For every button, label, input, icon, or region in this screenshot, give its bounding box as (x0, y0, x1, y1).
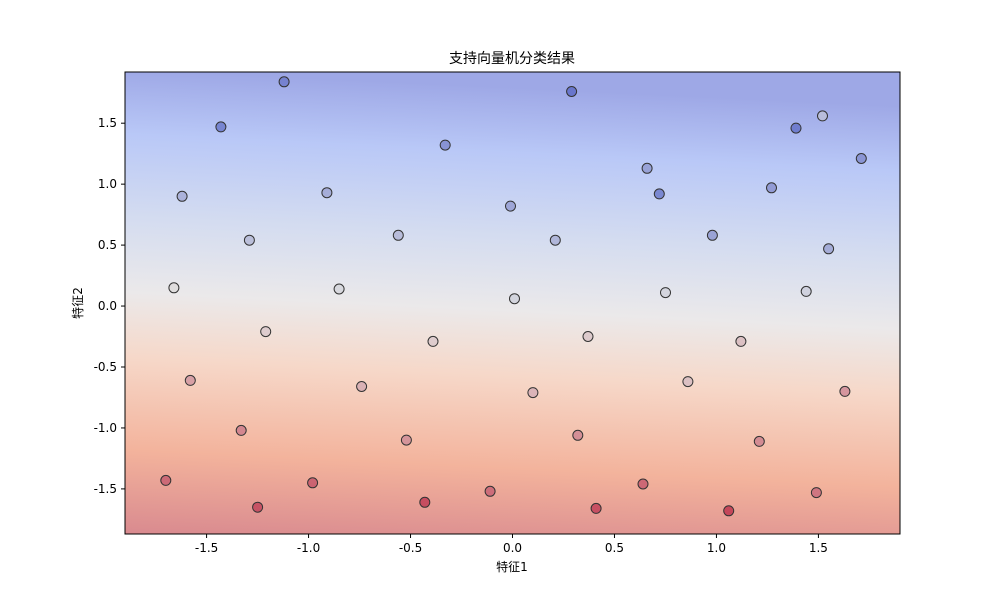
x-tick-label: -1.5 (195, 541, 218, 555)
scatter-point (566, 86, 578, 97)
x-axis-ticks: -1.5 -1.0 -0.5 0.0 0.5 1.0 1.5 (195, 534, 828, 555)
scatter-point (590, 502, 602, 514)
x-tick-label: -0.5 (399, 541, 422, 555)
scatter-point (653, 188, 665, 200)
scatter-point (637, 478, 649, 490)
x-tick-label: 1.5 (809, 541, 828, 555)
y-tick-label: 1.0 (98, 177, 117, 191)
scatter-point (278, 76, 290, 88)
scatter-point (790, 122, 802, 134)
scatter-point (549, 234, 561, 246)
scatter-point (243, 234, 255, 246)
y-axis-ticks: -1.5 -1.0 -0.5 0.0 0.5 1.0 1.5 (94, 116, 125, 496)
scatter-point (484, 485, 496, 497)
scatter-point (706, 229, 718, 241)
y-axis-label: 特征2 (70, 287, 85, 319)
scatter-point (215, 121, 227, 133)
scatter-point (260, 326, 272, 338)
scatter-point (682, 376, 694, 388)
scatter-point (392, 229, 404, 241)
scatter-point (766, 182, 777, 194)
scatter-point (660, 287, 671, 299)
scatter-point (252, 501, 264, 513)
scatter-point (356, 381, 368, 392)
scatter-point (307, 477, 319, 489)
scatter-point (168, 282, 180, 294)
scatter-point (823, 243, 835, 255)
scatter-point (176, 190, 188, 202)
chart-title: 支持向量机分类结果 (449, 51, 575, 67)
scatter-point (735, 335, 747, 347)
x-axis-label: 特征1 (496, 559, 528, 574)
scatter-points (160, 76, 867, 517)
scatter-point (427, 335, 439, 347)
y-tick-label: -1.0 (94, 421, 117, 435)
scatter-point (184, 374, 196, 386)
x-tick-label: 0.0 (503, 541, 522, 555)
y-tick-label: -0.5 (94, 360, 117, 374)
x-tick-label: 0.5 (605, 541, 624, 555)
scatter-point (810, 487, 822, 499)
scatter-point (439, 139, 451, 151)
scatter-point (839, 385, 851, 397)
scatter-point (582, 331, 594, 342)
scatter-point (160, 474, 172, 486)
scatter-point (527, 387, 539, 399)
scatter-point (753, 435, 765, 447)
scatter-point (800, 285, 812, 297)
scatter-point (572, 429, 584, 441)
y-tick-label: 0.0 (98, 299, 117, 313)
scatter-point (235, 424, 247, 436)
scatter-point (400, 434, 412, 446)
scatter-point (333, 283, 345, 295)
scatter-point (321, 187, 333, 199)
y-tick-label: -1.5 (94, 482, 117, 496)
scatter-point (509, 293, 520, 305)
scatter-point (817, 110, 828, 122)
y-tick-label: 1.5 (98, 116, 117, 130)
scatter-point (419, 496, 431, 508)
scatter-point (855, 153, 867, 164)
x-tick-label: -1.0 (297, 541, 320, 555)
scatter-point (641, 162, 653, 174)
scatter-point (505, 200, 516, 212)
scatter-point (723, 505, 735, 517)
y-tick-label: 0.5 (98, 238, 117, 252)
x-tick-label: 1.0 (707, 541, 726, 555)
